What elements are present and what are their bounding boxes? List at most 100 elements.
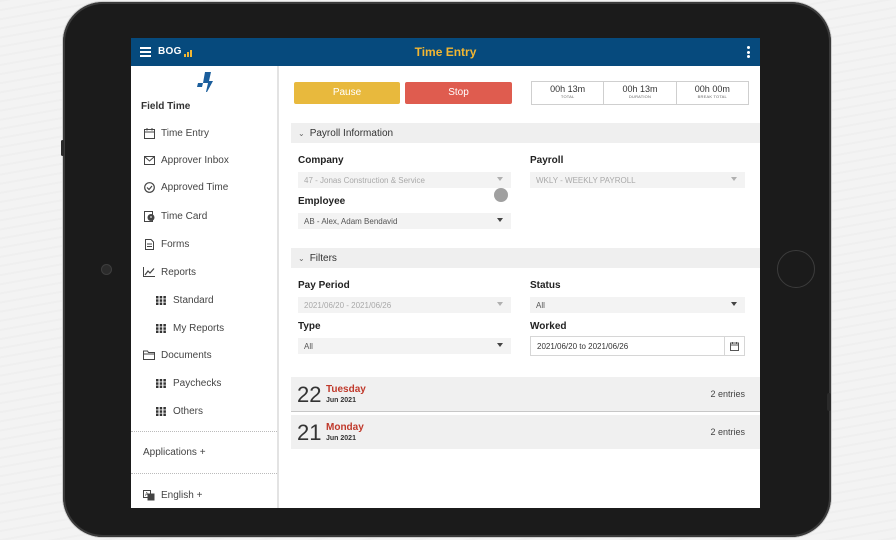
sidebar-item-paychecks[interactable]: Paychecks bbox=[131, 370, 277, 396]
brand-text: BOG bbox=[158, 46, 182, 57]
hamburger-menu-icon[interactable] bbox=[140, 45, 151, 59]
divider bbox=[291, 411, 760, 412]
payroll-label: Payroll bbox=[530, 155, 564, 166]
sidebar-item-label: Time Card bbox=[161, 210, 208, 222]
type-select[interactable]: All bbox=[298, 338, 511, 354]
sidebar-item-approved-time[interactable]: Approved Time bbox=[131, 174, 277, 200]
sidebar-item-time-card[interactable]: Time Card bbox=[131, 203, 277, 229]
home-button[interactable] bbox=[777, 250, 815, 288]
day-month: Jun 2021 bbox=[326, 397, 356, 404]
document-icon bbox=[143, 238, 155, 250]
loading-spinner bbox=[494, 188, 508, 202]
date-range-value: 2021/06/20 to 2021/06/26 bbox=[537, 341, 629, 351]
translate-icon: A bbox=[143, 489, 155, 501]
timer-value: 00h 13m bbox=[622, 84, 658, 94]
app-screen: BOG Time Entry Field Time Time Entry App… bbox=[131, 38, 760, 508]
status-select[interactable]: All bbox=[530, 297, 745, 313]
sidebar-item-forms[interactable]: Forms bbox=[131, 231, 277, 257]
chevron-down-icon: ⌄ bbox=[298, 128, 305, 138]
filters-section-header[interactable]: ⌄ Filters bbox=[291, 248, 760, 268]
language-label: English + bbox=[161, 489, 203, 501]
sidebar-item-label: Standard bbox=[173, 294, 214, 306]
sidebar-item-label: Approved Time bbox=[161, 181, 229, 193]
select-value: All bbox=[304, 341, 313, 351]
day-number: 21 bbox=[297, 420, 322, 445]
day-month: Jun 2021 bbox=[326, 435, 356, 442]
inbox-icon bbox=[143, 154, 155, 166]
pay-period-select[interactable]: 2021/06/20 - 2021/06/26 bbox=[298, 297, 511, 313]
sidebar-item-label: Forms bbox=[161, 238, 190, 250]
sidebar-item-others[interactable]: Others bbox=[131, 398, 277, 424]
sidebar-item-label: My Reports bbox=[173, 322, 225, 334]
timer-break-total: 00h 00m BREAK TOTAL bbox=[677, 82, 748, 104]
timer-summary: 00h 13m TOTAL 00h 13m DURATION 00h 00m B… bbox=[531, 81, 749, 105]
grid-icon bbox=[155, 405, 167, 417]
divider bbox=[131, 473, 277, 474]
worked-date-range-input[interactable]: 2021/06/20 to 2021/06/26 bbox=[530, 336, 745, 356]
payroll-section-header[interactable]: ⌄ Payroll Information bbox=[291, 123, 760, 143]
grid-icon bbox=[155, 377, 167, 389]
more-options-icon[interactable] bbox=[747, 46, 750, 58]
status-label: Status bbox=[530, 280, 561, 291]
applications-menu[interactable]: Applications + bbox=[143, 446, 206, 458]
brand-logo: BOG bbox=[158, 46, 193, 57]
day-row-monday[interactable]: 21 Monday Jun 2021 2 entries bbox=[291, 415, 760, 449]
sidebar-item-reports[interactable]: Reports bbox=[131, 259, 277, 285]
entry-count: 2 entries bbox=[710, 389, 745, 399]
sidebar-item-documents[interactable]: Documents bbox=[131, 342, 277, 368]
caret-down-icon bbox=[731, 177, 737, 181]
day-row-tuesday[interactable]: 22 Tuesday Jun 2021 2 entries bbox=[291, 377, 760, 411]
entry-count: 2 entries bbox=[710, 427, 745, 437]
select-value: 47 - Jonas Construction & Service bbox=[304, 175, 425, 185]
payroll-select[interactable]: WKLY - WEEKLY PAYROLL bbox=[530, 172, 745, 188]
timer-value: 00h 00m bbox=[694, 84, 730, 94]
sidebar-item-standard[interactable]: Standard bbox=[131, 287, 277, 313]
page-title: Time Entry bbox=[414, 45, 477, 59]
sidebar-item-label: Paychecks bbox=[173, 377, 222, 389]
camera-icon bbox=[101, 264, 112, 275]
volume-button bbox=[61, 140, 64, 156]
timer-value: 00h 13m bbox=[550, 84, 586, 94]
sidebar-item-label: Reports bbox=[161, 266, 197, 278]
calendar-picker-button[interactable] bbox=[724, 337, 744, 355]
sidebar-item-approver-inbox[interactable]: Approver Inbox bbox=[131, 147, 277, 173]
timer-duration: 00h 13m DURATION bbox=[604, 82, 677, 104]
caret-down-icon bbox=[497, 302, 503, 306]
power-button bbox=[827, 393, 831, 411]
employee-select[interactable]: AB - Alex, Adam Bendavid bbox=[298, 213, 511, 229]
line-chart-icon bbox=[143, 266, 155, 278]
timer-total: 00h 13m TOTAL bbox=[532, 82, 605, 104]
sidebar-item-my-reports[interactable]: My Reports bbox=[131, 315, 277, 341]
divider bbox=[131, 431, 277, 432]
sidebar-item-time-entry[interactable]: Time Entry bbox=[131, 120, 277, 146]
caret-down-icon bbox=[497, 177, 503, 181]
calendar-icon bbox=[143, 127, 155, 139]
top-bar: BOG Time Entry bbox=[131, 38, 760, 66]
sidebar-title: Field Time bbox=[141, 101, 191, 112]
grid-icon bbox=[155, 322, 167, 334]
select-value: All bbox=[536, 300, 545, 310]
company-select[interactable]: 47 - Jonas Construction & Service bbox=[298, 172, 511, 188]
sidebar-item-label: Documents bbox=[161, 349, 212, 361]
time-card-icon bbox=[143, 210, 155, 222]
timer-label: TOTAL bbox=[560, 94, 575, 99]
section-title: Filters bbox=[309, 252, 337, 264]
language-menu[interactable]: A English + bbox=[131, 482, 277, 508]
select-value: WKLY - WEEKLY PAYROLL bbox=[536, 175, 636, 185]
sidebar-item-label: Approver Inbox bbox=[161, 154, 229, 166]
type-label: Type bbox=[298, 321, 321, 332]
caret-down-icon bbox=[497, 218, 503, 222]
stop-button[interactable]: Stop bbox=[405, 82, 512, 104]
timer-label: DURATION bbox=[628, 94, 652, 99]
timer-label: BREAK TOTAL bbox=[697, 94, 727, 99]
chevron-down-icon: ⌄ bbox=[298, 253, 305, 263]
calendar-icon bbox=[730, 341, 739, 351]
folder-icon bbox=[143, 349, 155, 361]
check-circle-icon bbox=[143, 181, 155, 193]
main-content: Pause Stop 00h 13m TOTAL 00h 13m DURATIO… bbox=[281, 66, 760, 508]
pause-button[interactable]: Pause bbox=[294, 82, 400, 104]
svg-text:A: A bbox=[145, 492, 149, 498]
worked-label: Worked bbox=[530, 321, 567, 332]
sidebar: Field Time Time Entry Approver Inbox App… bbox=[131, 66, 279, 508]
company-logo-icon bbox=[197, 72, 213, 92]
